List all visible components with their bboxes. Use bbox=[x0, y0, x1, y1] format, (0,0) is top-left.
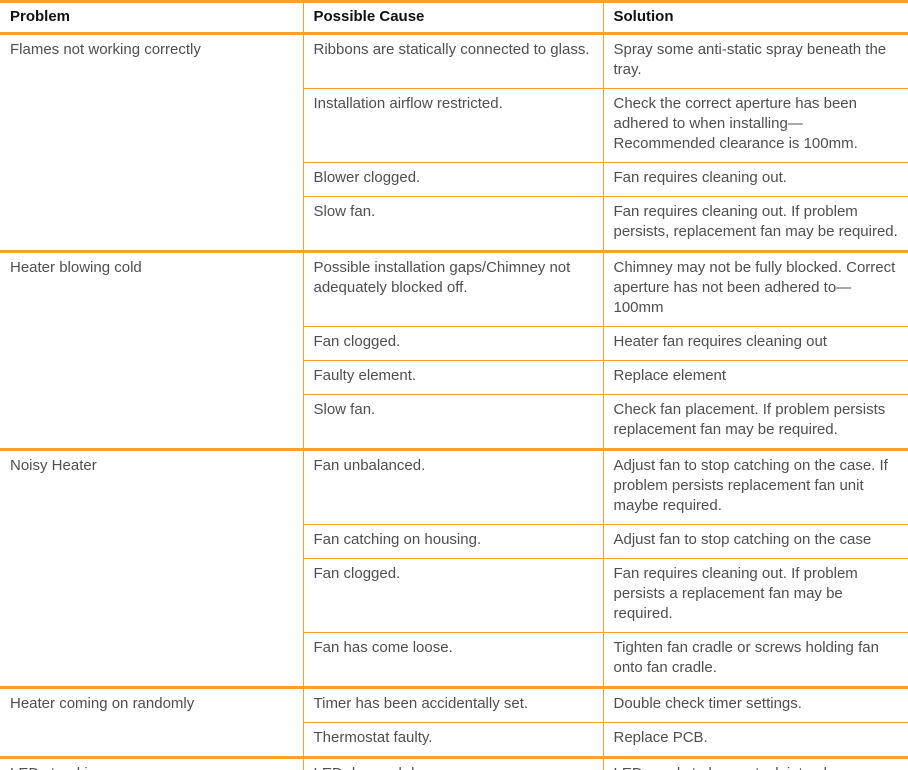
solution-cell: Heater fan requires cleaning out bbox=[602, 326, 908, 361]
solution-cell: Double check timer settings. bbox=[602, 686, 908, 723]
column-header-possible-cause: Possible Cause bbox=[302, 0, 603, 35]
cause-cell: Fan has come loose. bbox=[302, 632, 603, 688]
header-row: Problem Possible Cause Solution bbox=[0, 0, 908, 35]
table-row: Noisy Heater Fan unbalanced. Adjust fan to… bbox=[0, 448, 908, 688]
solution-cell: Adjust fan to stop catching on the case.… bbox=[602, 448, 908, 525]
table-row: Fan has come loose. Tighten fan cradle or… bbox=[0, 632, 908, 688]
table-row: Fan clogged. Heater fan requires cleaning… bbox=[0, 326, 908, 361]
solution-cell: Spray some anti-static spray beneath the… bbox=[602, 32, 908, 89]
table-row: Slow fan. Fan requires cleaning out. If p… bbox=[0, 196, 908, 252]
table-row: Installation airflow restricted. Check th… bbox=[0, 88, 908, 163]
solution-cell: LED needs to be re-stuck into place. bbox=[602, 756, 908, 770]
table-row: Flames not working correctly Ribbons are … bbox=[0, 32, 908, 252]
solution-cell: Tighten fan cradle or screws holding fan… bbox=[602, 632, 908, 688]
table-row: Heater coming on randomly Timer has been … bbox=[0, 686, 908, 758]
problem-cell: Heater blowing cold bbox=[0, 250, 303, 450]
cause-cell: Fan unbalanced. bbox=[302, 448, 603, 525]
solution-cell: Replace element bbox=[602, 360, 908, 395]
solution-cell: Chimney may not be fully blocked. Correc… bbox=[602, 250, 908, 327]
table-row: Fan clogged. Fan requires cleaning out. I… bbox=[0, 558, 908, 633]
solution-cell: Check the correct aperture has been adhe… bbox=[602, 88, 908, 163]
column-header-problem: Problem bbox=[0, 0, 303, 35]
solution-cell: Replace PCB. bbox=[602, 722, 908, 758]
problem-cell: Heater coming on randomly bbox=[0, 686, 303, 758]
cause-cell: Installation airflow restricted. bbox=[302, 88, 603, 163]
cause-cell: Possible installation gaps/Chimney not a… bbox=[302, 250, 603, 327]
cause-cell: Slow fan. bbox=[302, 394, 603, 450]
cause-cell: Fan clogged. bbox=[302, 558, 603, 633]
cause-cell: Blower clogged. bbox=[302, 162, 603, 197]
cause-cell: Ribbons are statically connected to glas… bbox=[302, 32, 603, 89]
solution-cell: Adjust fan to stop catching on the case bbox=[602, 524, 908, 559]
solution-cell: Fan requires cleaning out. If problem pe… bbox=[602, 558, 908, 633]
table-row: Heater blowing cold Possible installation… bbox=[0, 250, 908, 450]
cause-cell: Timer has been accidentally set. bbox=[302, 686, 603, 723]
solution-cell: Fan requires cleaning out. If problem pe… bbox=[602, 196, 908, 252]
table-row: Slow fan. Check fan placement. If problem… bbox=[0, 394, 908, 450]
cause-cell: Slow fan. bbox=[302, 196, 603, 252]
table-row: LED streakingLED dropped down.LED needs … bbox=[0, 756, 908, 770]
problem-cell: Flames not working correctly bbox=[0, 32, 303, 252]
problem-cell: LED streaking bbox=[0, 756, 303, 770]
solution-cell: Check fan placement. If problem persists… bbox=[602, 394, 908, 450]
problem-cell: Noisy Heater bbox=[0, 448, 303, 688]
cause-cell: LED dropped down. bbox=[302, 756, 603, 770]
cause-cell: Faulty element. bbox=[302, 360, 603, 395]
table-row: Fan catching on housing. Adjust fan to st… bbox=[0, 524, 908, 559]
table-row: Blower clogged. Fan requires cleaning out… bbox=[0, 162, 908, 197]
table-row: Thermostat faulty. Replace PCB. bbox=[0, 722, 908, 758]
column-header-solution: Solution bbox=[602, 0, 908, 35]
cause-cell: Fan catching on housing. bbox=[302, 524, 603, 559]
table-row: Faulty element. Replace element bbox=[0, 360, 908, 395]
cause-cell: Thermostat faulty. bbox=[302, 722, 603, 758]
solution-cell: Fan requires cleaning out. bbox=[602, 162, 908, 197]
cause-cell: Fan clogged. bbox=[302, 326, 603, 361]
